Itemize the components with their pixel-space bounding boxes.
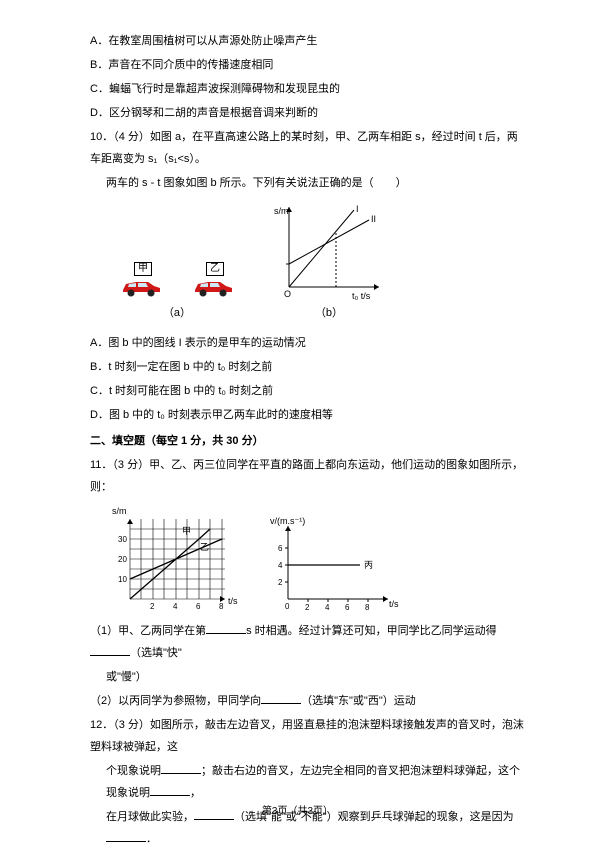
q10-fig-b-caption: （b） xyxy=(274,302,384,324)
q11-charts: s/m 10 20 30 2 4 6 xyxy=(110,504,525,614)
q9-opt-a: A．在教室周围植树可以从声源处防止噪声产生 xyxy=(90,30,525,52)
q10-opt-c: C．t 时刻可能在图 b 中的 t₀ 时刻之前 xyxy=(90,380,525,402)
svg-text:30: 30 xyxy=(118,535,127,544)
svg-text:甲: 甲 xyxy=(182,526,191,536)
car-jia: 甲 xyxy=(120,276,162,298)
q9-opt-b: B．声音在不同介质中的传播速度相同 xyxy=(90,54,525,76)
blank[interactable] xyxy=(206,622,246,634)
q10-opt-b: B．t 时刻一定在图 b 中的 t₀ 时刻之前 xyxy=(90,356,525,378)
svg-text:s/m: s/m xyxy=(112,506,127,516)
q11-stem: 11．（3 分）甲、乙、丙三位同学在平直的路面上都向东运动，他们运动的图象如图所… xyxy=(90,454,525,498)
svg-text:2: 2 xyxy=(150,602,155,611)
q10-opt-d: D．图 b 中的 t₀ 时刻表示甲乙两车此时的速度相等 xyxy=(90,404,525,426)
q11-sub1-c: （选填"快" xyxy=(130,647,182,659)
svg-text:2: 2 xyxy=(305,603,310,612)
q11-chart1: s/m 10 20 30 2 4 6 xyxy=(110,504,240,614)
q11-sub1-b: s 时相遇。经过计算还可知，甲同学比乙同学运动得 xyxy=(246,625,497,637)
svg-text:t₀ t/s: t₀ t/s xyxy=(352,291,371,301)
svg-text:0: 0 xyxy=(285,602,290,611)
page-footer: 第3页（共3页） xyxy=(0,802,595,822)
svg-text:6: 6 xyxy=(345,603,350,612)
q10-fig-a-group: 甲 乙 （a） xyxy=(120,276,234,324)
svg-text:t/s: t/s xyxy=(389,599,399,609)
q12-line1b: 个现象说明；敲击右边的音叉，左边完全相同的音叉把泡沫塑料球弹起，这个现象说明， xyxy=(90,760,525,804)
q12-l2c: ． xyxy=(146,833,157,845)
svg-text:4: 4 xyxy=(278,561,283,570)
svg-text:I: I xyxy=(356,204,359,214)
q11-sub1-d: 或"慢"） xyxy=(90,666,525,688)
q11-sub1-a: （1）甲、乙两同学在第 xyxy=(90,625,206,637)
section-2-heading: 二、填空题（每空 1 分，共 30 分） xyxy=(90,430,525,452)
svg-text:4: 4 xyxy=(325,603,330,612)
svg-text:II: II xyxy=(371,214,376,224)
q12-l1b: 个现象说明 xyxy=(106,765,161,777)
svg-text:8: 8 xyxy=(219,602,224,611)
q11-sub2-a: （2）以丙同学为参照物，甲同学向 xyxy=(90,695,261,707)
svg-text:丙: 丙 xyxy=(364,560,373,570)
blank[interactable] xyxy=(150,784,190,796)
q12-line1: 12．（3 分）如图所示，敲击左边音叉，用竖直悬挂的泡沫塑料球接触发声的音叉时，… xyxy=(90,714,525,758)
svg-text:2: 2 xyxy=(278,578,283,587)
car-jia-label: 甲 xyxy=(134,262,152,276)
blank[interactable] xyxy=(106,830,146,842)
q9-opt-c: C．蝙蝠飞行时是靠超声波探测障碍物和发现昆虫的 xyxy=(90,78,525,100)
svg-text:20: 20 xyxy=(118,555,127,564)
q11-sub2: （2）以丙同学为参照物，甲同学向 （选填"东"或"西"）运动 xyxy=(90,690,525,712)
q10-figures: 甲 乙 （a） xyxy=(120,202,525,324)
blank[interactable] xyxy=(161,762,201,774)
svg-text:s/m: s/m xyxy=(274,206,289,216)
car-yi-label: 乙 xyxy=(206,262,224,276)
svg-text:10: 10 xyxy=(118,575,127,584)
q10-opt-a: A．图 b 中的图线 I 表示的是甲车的运动情况 xyxy=(90,332,525,354)
q9-opt-d: D．区分钢琴和二胡的声音是根据音调来判断的 xyxy=(90,102,525,124)
q11-sub2-b: （选填"东"或"西"）运动 xyxy=(301,695,416,707)
q10-stem-2: 两车的 s - t 图象如图 b 所示。下列有关说法正确的是（ ） xyxy=(90,172,525,194)
st-graph-icon: s/m t₀ t/s O I II xyxy=(274,202,384,302)
svg-text:乙: 乙 xyxy=(200,542,209,552)
q11-chart2: v/(m.s⁻¹) 2 4 6 0 2 4 6 8 t/s 丙 xyxy=(270,514,400,614)
svg-text:4: 4 xyxy=(173,602,178,611)
car-icon xyxy=(192,276,234,298)
svg-text:6: 6 xyxy=(278,544,283,553)
svg-text:t/s: t/s xyxy=(228,596,238,606)
blank[interactable] xyxy=(261,692,301,704)
q10-fig-b: s/m t₀ t/s O I II （b） xyxy=(274,202,384,324)
svg-text:6: 6 xyxy=(196,602,201,611)
q10-stem-1: 10．（4 分）如图 a，在平直高速公路上的某时刻，甲、乙两车相距 s，经过时间… xyxy=(90,126,525,170)
car-icon xyxy=(120,276,162,298)
blank[interactable] xyxy=(90,644,130,656)
car-yi: 乙 xyxy=(192,276,234,298)
q10-fig-a-caption: （a） xyxy=(120,302,234,324)
q11-sub1: （1）甲、乙两同学在第 s 时相遇。经过计算还可知，甲同学比乙同学运动得 （选填"快… xyxy=(90,620,525,664)
svg-text:O: O xyxy=(284,289,291,299)
q12-l1d: ， xyxy=(190,787,201,799)
svg-text:v/(m.s⁻¹): v/(m.s⁻¹) xyxy=(270,516,305,526)
q12-l1a: 12．（3 分）如图所示，敲击左边音叉，用竖直悬挂的泡沫塑料球接触发声的音叉时，… xyxy=(90,719,524,753)
svg-text:8: 8 xyxy=(365,603,370,612)
